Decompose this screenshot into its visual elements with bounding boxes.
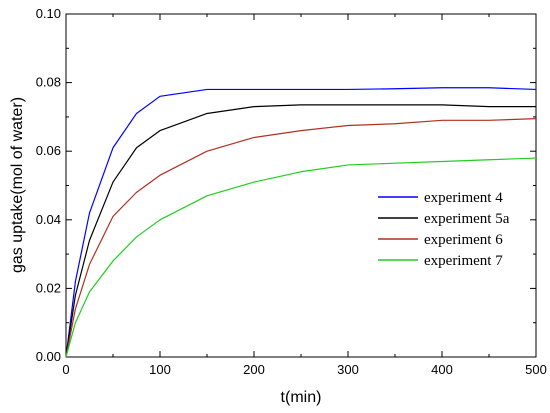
legend-label: experiment 5a (424, 211, 510, 227)
x-tick-label: 0 (62, 362, 69, 377)
x-tick-label: 400 (431, 362, 453, 377)
series-layer (65, 87, 537, 358)
legend-label: experiment 7 (424, 253, 503, 269)
legend-label: experiment 6 (424, 232, 503, 248)
y-axis-ticks: 0.00 0.02 0.04 0.06 0.08 0.10 (36, 6, 536, 364)
y-tick-label: 0.08 (36, 75, 61, 90)
y-tick-label: 0.02 (36, 280, 61, 295)
y-tick-label: 0.10 (36, 6, 61, 21)
plot-frame (65, 13, 537, 358)
series-line-4 (65, 157, 537, 358)
x-tick-label: 100 (149, 362, 171, 377)
series-line-2 (65, 104, 536, 358)
y-tick-label: 0.00 (36, 349, 61, 364)
x-axis-ticks: 0 100 200 300 400 500 (62, 14, 547, 377)
y-axis-label: gas uptake(mol of water) (9, 97, 26, 273)
y-tick-label: 0.04 (36, 212, 61, 227)
series-line-3 (65, 118, 537, 358)
legend: experiment 4 experiment 5a experiment 6 exp… (378, 190, 510, 269)
x-tick-label: 300 (337, 362, 359, 377)
series-line-1 (65, 87, 537, 358)
x-tick-label: 500 (525, 362, 547, 377)
y-tick-label: 0.06 (36, 143, 61, 158)
legend-label: experiment 4 (424, 190, 503, 206)
x-axis-label: t(min) (281, 389, 322, 406)
x-tick-label: 200 (243, 362, 265, 377)
